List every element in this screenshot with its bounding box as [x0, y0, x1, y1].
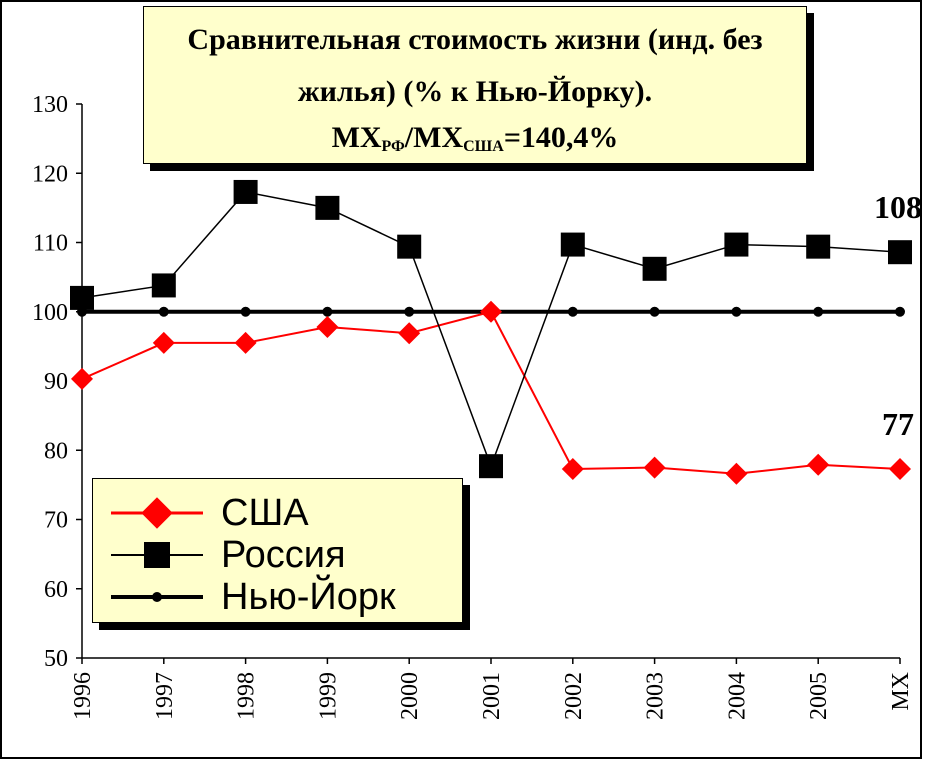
- data-point-usa: [561, 457, 584, 480]
- data-point-russia: [397, 234, 422, 259]
- data-point-usa: [234, 331, 257, 354]
- legend-item-usa: США: [93, 491, 462, 535]
- legend-swatch-usa: [111, 497, 203, 529]
- data-point-russia: [70, 285, 94, 310]
- data-point-russia: [479, 454, 503, 479]
- series-line-0: [81, 310, 901, 475]
- x-tick-label: 1999: [315, 672, 341, 720]
- legend-item-new-york: Нью-Йорк: [93, 575, 462, 619]
- data-point-russia: [642, 256, 667, 281]
- x-tick-label: 1996: [70, 672, 96, 720]
- y-tick-label: 130: [32, 92, 68, 118]
- data-point-new-york: [895, 306, 905, 317]
- y-tick-label: 60: [44, 577, 68, 603]
- data-point-russia: [315, 195, 340, 220]
- legend-label-russia: Россия: [221, 534, 346, 576]
- data-point-usa: [480, 300, 502, 323]
- y-tick-label: 90: [44, 369, 68, 395]
- data-point-usa: [889, 457, 911, 480]
- data-point-russia: [560, 232, 585, 257]
- data-point-new-york: [158, 306, 169, 317]
- title-sub-rf: РФ: [381, 138, 405, 155]
- data-point-usa: [807, 453, 830, 476]
- chart-legend: США Россия Нью-Йорк: [92, 478, 463, 623]
- data-point-new-york: [731, 306, 742, 317]
- y-tick-label: 50: [44, 646, 68, 672]
- x-tick-label: 2001: [479, 672, 505, 720]
- annotation-label: 77: [882, 406, 914, 442]
- x-tick-label: 2003: [643, 672, 669, 720]
- data-point-russia: [233, 179, 258, 204]
- legend-label-usa: США: [221, 492, 309, 534]
- x-tick-label: 2000: [397, 672, 423, 720]
- title-ratio: =140,4%: [503, 121, 619, 154]
- data-point-usa: [643, 456, 666, 479]
- chart-title-line2: жилья) (% к Нью-Йорку).: [297, 75, 653, 108]
- x-tick-label: 2005: [806, 672, 832, 720]
- chart-title-line1: Сравнительная стоимость жизни (инд. без: [187, 23, 763, 56]
- data-point-russia: [806, 234, 831, 259]
- y-tick-label: 110: [33, 231, 68, 257]
- title-sub-usa: США: [463, 138, 504, 155]
- x-tick-label: МХ: [888, 672, 914, 711]
- series-layer: [70, 179, 912, 485]
- y-tick-label: 100: [32, 300, 68, 326]
- data-point-usa: [398, 322, 421, 345]
- chart-title-box: Сравнительная стоимость жизни (инд. без …: [143, 6, 807, 164]
- legend-item-russia: Россия: [93, 533, 462, 577]
- title-mx-b: /МХ: [404, 121, 464, 154]
- data-point-usa: [71, 367, 93, 390]
- legend-swatch-russia: [111, 542, 203, 568]
- legend-swatch-new-york: [111, 592, 203, 602]
- x-tick-label: 1997: [152, 672, 178, 720]
- data-point-russia: [724, 232, 749, 257]
- labels-layer: 108 77: [874, 189, 922, 442]
- y-tick-label: 80: [44, 438, 68, 464]
- chart-axes: 50 60 70 80 90 100 110 120 130 1996 1997 1998 1999 20…: [32, 92, 914, 720]
- data-point-new-york: [404, 306, 415, 317]
- annotation-label: 108: [874, 189, 922, 225]
- y-tick-label: 70: [44, 508, 68, 534]
- data-point-usa: [152, 331, 175, 354]
- x-tick-label: 2004: [724, 672, 750, 720]
- x-tick-label: 2002: [561, 672, 587, 720]
- data-point-new-york: [813, 306, 824, 317]
- chart-title-line3: МХРФ/МХСША=140,4%: [144, 121, 806, 164]
- data-point-usa: [316, 315, 339, 338]
- data-point-new-york: [240, 306, 251, 317]
- data-point-usa: [725, 462, 748, 485]
- data-point-russia: [888, 240, 912, 265]
- y-tick-label: 120: [32, 161, 68, 187]
- x-tick-label: 1998: [234, 672, 260, 720]
- data-point-russia: [151, 273, 176, 298]
- data-point-new-york: [567, 306, 578, 317]
- data-point-new-york: [322, 306, 333, 317]
- legend-label-new-york: Нью-Йорк: [221, 576, 396, 618]
- series-line-1: [81, 191, 901, 469]
- title-mx-a: МХ: [331, 121, 382, 154]
- data-point-new-york: [649, 306, 660, 317]
